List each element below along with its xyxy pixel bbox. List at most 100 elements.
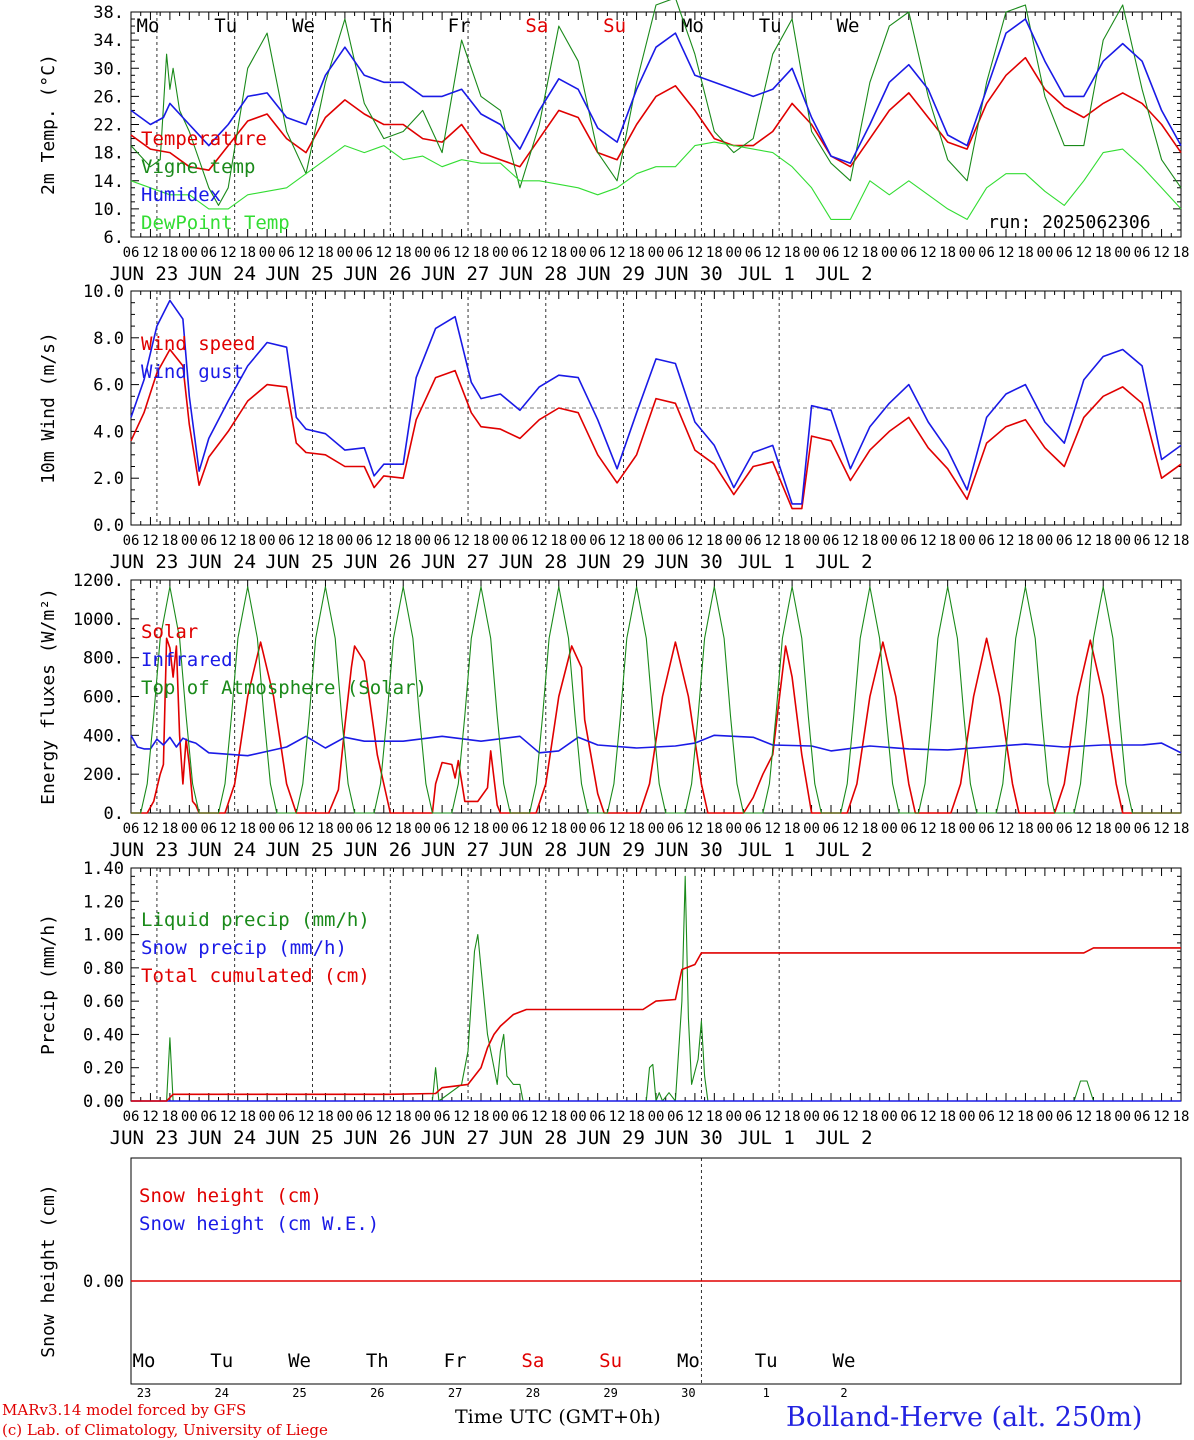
hour-tick-label: 18 [1095,1109,1112,1125]
day-label: JUN 26 [343,263,412,285]
hour-tick-label: 12 [920,533,937,549]
hour-tick-label: 18 [784,1109,801,1125]
hour-tick-label: 06 [123,245,140,261]
hour-tick-label: 12 [998,821,1015,837]
hour-tick-label: 18 [395,533,412,549]
day-label: JUL 2 [815,263,872,285]
y-tick-label: 0.60 [83,992,124,1012]
hour-tick-label: 18 [706,533,723,549]
hour-tick-label: 06 [900,821,917,837]
legend-entry: DewPoint Temp [141,212,290,234]
day-label: JUL 1 [738,839,795,861]
y-axis-title: Precip (mm/h) [38,914,59,1055]
hour-tick-label: 12 [531,245,548,261]
hour-tick-label: 06 [434,245,451,261]
hour-tick-label: 00 [648,1109,665,1125]
y-tick-label: 1000. [73,610,124,630]
hour-tick-label: 00 [959,533,976,549]
hour-tick-label: 00 [570,821,587,837]
legend-entry: Humidex [141,184,221,206]
hour-tick-label: 06 [667,821,684,837]
hour-tick-label: 06 [1134,1109,1151,1125]
hour-tick-label: 12 [686,245,703,261]
hour-tick-label: 06 [1134,245,1151,261]
hour-tick-label: 06 [434,821,451,837]
hour-tick-label: 12 [609,245,626,261]
weekday-label: Mo [133,1350,156,1372]
hour-tick-label: 06 [356,533,373,549]
hour-tick-label: 06 [123,1109,140,1125]
hour-tick-label: 06 [745,245,762,261]
day-label: JUN 24 [187,1127,256,1149]
hour-tick-label: 00 [570,533,587,549]
weekday-label: Mo [137,15,160,37]
hour-tick-label: 18 [239,533,256,549]
hour-tick-label: 12 [764,533,781,549]
hour-tick-label: 00 [414,821,431,837]
hour-tick-label: 12 [842,245,859,261]
hour-tick-label: 06 [1134,533,1151,549]
hour-tick-label: 00 [181,821,198,837]
hour-tick-label: 12 [998,245,1015,261]
hour-tick-label: 00 [336,533,353,549]
hour-tick-label: 18 [239,245,256,261]
hour-tick-label: 06 [589,1109,606,1125]
hour-tick-label: 06 [278,821,295,837]
hour-tick-label: 12 [686,1109,703,1125]
hour-tick-label: 18 [395,821,412,837]
hour-tick-label: 12 [1153,1109,1170,1125]
y-tick-label: 6.0 [93,376,124,396]
hour-tick-label: 00 [492,533,509,549]
y-tick-label: 0.0 [93,516,124,536]
hour-tick-label: 18 [784,533,801,549]
hour-tick-label: 12 [531,821,548,837]
hour-tick-label: 00 [803,821,820,837]
hour-tick-label: 18 [706,821,723,837]
legend-entry: Liquid precip (mm/h) [141,909,370,931]
legend-entry: Snow precip (mm/h) [141,937,347,959]
panel-5: 0.00 Snow height (cm) Mo 23 Tu 24 We 25 Th 26 Fr 27… [38,1157,1182,1400]
y-axis-title: Snow height (cm) [38,1184,59,1357]
hour-tick-label: 12 [609,821,626,837]
y-tick-label: 26. [93,87,124,107]
hour-tick-label: 12 [142,1109,159,1125]
day-label: JUL 2 [815,551,872,573]
y-tick-label: 0.20 [83,1059,124,1079]
day-label: JUN 29 [576,263,645,285]
hour-tick-label: 18 [706,245,723,261]
hour-tick-label: 06 [978,1109,995,1125]
hour-tick-label: 18 [861,245,878,261]
hour-tick-label: 00 [725,533,742,549]
hour-tick-label: 06 [900,533,917,549]
panel-frame [130,1157,1182,1385]
hour-tick-label: 00 [803,245,820,261]
hour-tick-label: 18 [628,533,645,549]
day-label: JUL 2 [815,1127,872,1149]
hour-tick-label: 12 [375,533,392,549]
legend-entry: Infrared [141,649,233,671]
hour-tick-label: 06 [200,821,217,837]
hour-tick-label: 18 [550,245,567,261]
hour-tick-label: 12 [220,245,237,261]
hour-tick-label: 12 [298,245,315,261]
day-number-label: 25 [292,1386,306,1400]
hour-tick-label: 12 [220,1109,237,1125]
hour-tick-label: 00 [336,821,353,837]
hour-tick-label: 06 [356,245,373,261]
hour-tick-label: 12 [686,821,703,837]
hour-tick-label: 06 [745,821,762,837]
hour-tick-label: 06 [589,821,606,837]
hour-tick-label: 18 [628,821,645,837]
day-number-label: 29 [603,1386,617,1400]
hour-tick-label: 00 [259,821,276,837]
hour-tick-label: 06 [745,1109,762,1125]
hour-tick-label: 12 [453,245,470,261]
y-tick-label: 1200. [73,571,124,591]
hour-tick-label: 18 [628,1109,645,1125]
y-tick-label: 6. [104,228,124,248]
hour-tick-label: 12 [220,533,237,549]
hour-tick-label: 12 [1153,821,1170,837]
hour-tick-label: 12 [142,821,159,837]
weekday-label: Fr [444,1350,467,1372]
